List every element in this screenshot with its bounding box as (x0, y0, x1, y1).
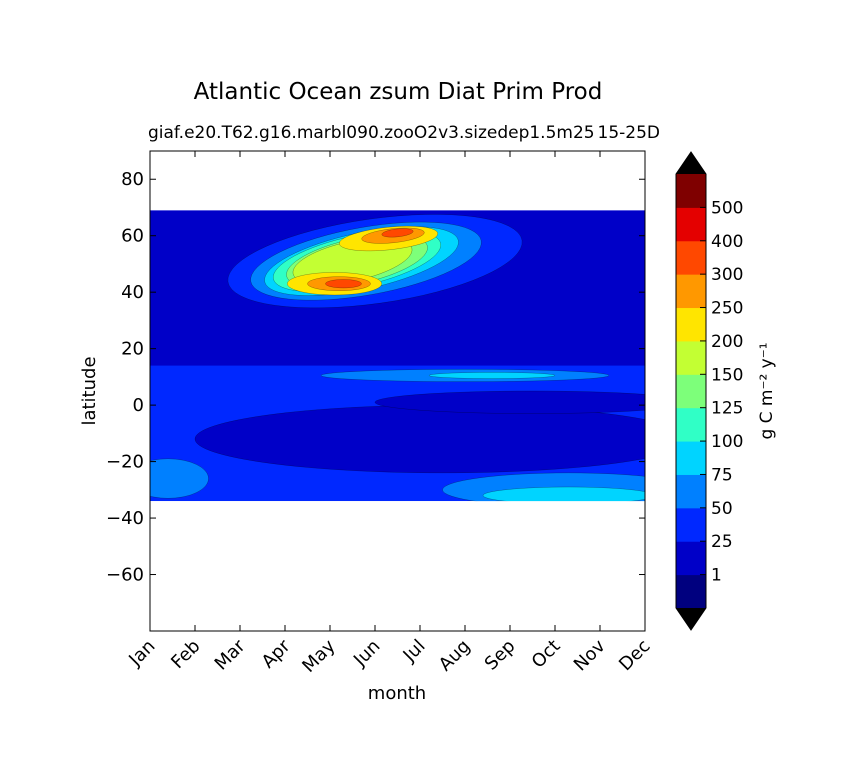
colorbar-tick-label: 100 (711, 432, 743, 452)
colorbar-extend-top (676, 152, 706, 174)
colorbar-swatch (676, 340, 706, 375)
contour-core-south-400 (325, 279, 362, 289)
x-tick-label: Mar (211, 635, 250, 674)
x-axis-label: month (368, 683, 426, 704)
x-tick-label: Jun (349, 636, 384, 671)
plot-frame (149, 150, 646, 632)
no-data-south (150, 501, 645, 631)
contour-south-low (194, 404, 645, 474)
x-tick-label: Feb (167, 636, 204, 673)
y-tick-label: 40 (121, 282, 144, 303)
y-tick-label: −20 (106, 452, 144, 473)
y-tick-label: −60 (106, 565, 144, 586)
colorbar-swatch (676, 307, 706, 342)
colorbar-swatch (676, 474, 706, 509)
contour-trop-75 (428, 372, 556, 379)
x-tick-label: Aug (435, 636, 475, 676)
contour-core-north-400 (381, 228, 414, 238)
x-tick-label: Apr (258, 635, 295, 672)
colorbar-tick-label: 50 (711, 499, 733, 519)
y-tick-label: 80 (121, 169, 144, 190)
colorbar-outline (675, 151, 707, 631)
colorbar-swatch (676, 441, 706, 475)
colorbar-tick-label: 75 (711, 465, 733, 485)
x-tick-label: Jan (124, 636, 159, 671)
y-tick-label: −40 (106, 508, 144, 529)
colorbar-swatch (676, 374, 706, 409)
y-axis-label: latitude (79, 356, 100, 425)
y-axis: 80 60 40 20 0 −20 −40 −60 (106, 169, 645, 586)
colorbar-tick-label: 400 (711, 232, 743, 252)
colorbar-tick-label: 25 (711, 532, 733, 552)
colorbar-extend-bottom (676, 608, 706, 630)
colorbar-tick-label: 150 (711, 365, 743, 385)
no-data-north (150, 151, 645, 211)
colorbar-tick-label: 250 (711, 299, 743, 319)
y-tick-label: 20 (121, 339, 144, 360)
chart-subtitle-right: 15-25D (598, 123, 661, 143)
colorbar-label: g C m⁻² y⁻¹ (757, 342, 777, 439)
colorbar-swatch (676, 207, 706, 242)
y-tick-label: 60 (121, 226, 144, 247)
colorbar-tick-label: 1 (711, 566, 722, 586)
colorbar-tick-label: 300 (711, 265, 743, 285)
x-tick-label: May (298, 635, 339, 676)
colorbar-swatch (676, 240, 706, 275)
chart-title: Atlantic Ocean zsum Diat Prim Prod (194, 79, 603, 105)
x-tick-label: Sep (481, 636, 520, 675)
colorbar-swatch (676, 541, 706, 576)
colorbar-swatch (676, 574, 706, 609)
colorbar-swatch (676, 174, 706, 208)
x-tick-label: Oct (528, 636, 565, 673)
colorbar-tick-label: 200 (711, 332, 743, 352)
x-tick-label: Dec (615, 636, 654, 675)
colorbar-swatch (676, 507, 706, 542)
y-tick-label: 0 (133, 395, 144, 416)
contour-eq-low (374, 390, 645, 414)
x-tick-label: Nov (570, 635, 610, 675)
colorbar-tick-label: 500 (711, 198, 743, 218)
x-tick-label: Jul (399, 636, 430, 667)
colorbar-swatch (676, 274, 706, 309)
colorbar-swatch (676, 407, 706, 442)
chart-subtitle-left: giaf.e20.T62.g16.marbl090.zooO2v3.sizede… (148, 123, 595, 143)
contour-field (150, 151, 645, 631)
contour-south-west (150, 458, 209, 499)
colorbar-tick-label: 125 (711, 399, 743, 419)
